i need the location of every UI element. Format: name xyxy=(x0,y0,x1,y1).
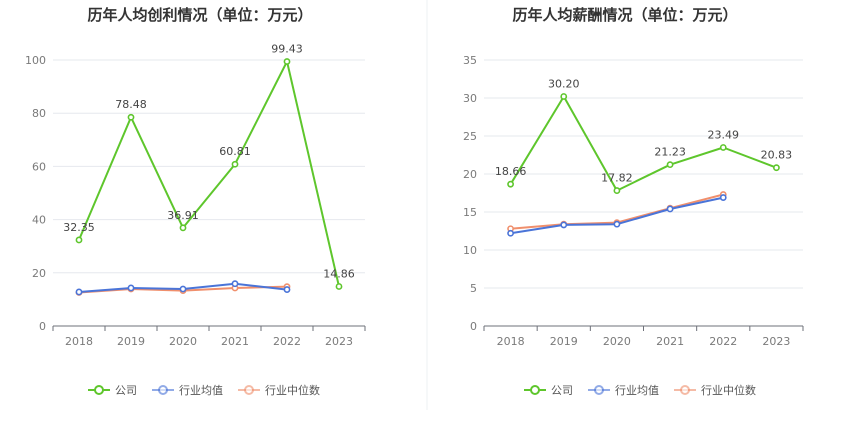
data-point-company xyxy=(560,93,568,100)
x-tick-label: 2021 xyxy=(656,335,684,348)
data-point-industry-avg xyxy=(75,288,83,296)
data-point-industry-avg xyxy=(179,285,187,293)
series-line-company xyxy=(509,95,777,192)
y-tick-label: 60 xyxy=(32,160,46,173)
x-tick-label: 2023 xyxy=(762,335,790,348)
y-tick-label: 15 xyxy=(463,206,477,219)
data-point-industry-avg xyxy=(719,194,727,201)
legend-label: 行业中位数 xyxy=(265,383,320,397)
legend-swatch-marker xyxy=(244,385,254,395)
x-tick-label: 2023 xyxy=(325,335,353,348)
x-tick-label: 2020 xyxy=(169,335,197,348)
x-tick-label: 2021 xyxy=(221,335,249,348)
y-tick-label: 10 xyxy=(463,244,477,257)
data-point-industry-avg xyxy=(283,286,291,293)
data-label: 32.35 xyxy=(63,221,95,234)
data-label: 36.91 xyxy=(167,209,199,222)
x-tick-label: 2019 xyxy=(550,335,578,348)
data-point-industry-avg xyxy=(127,284,135,292)
data-point-company xyxy=(613,187,621,194)
y-tick-label: 35 xyxy=(463,54,477,67)
x-tick-label: 2019 xyxy=(117,335,145,348)
x-tick-label: 2020 xyxy=(603,335,631,348)
legend-item-company: 公司 xyxy=(88,384,137,397)
data-label: 23.49 xyxy=(708,128,740,141)
x-tick-label: 2022 xyxy=(709,335,737,348)
series-line-company xyxy=(78,60,340,287)
y-tick-label: 0 xyxy=(470,320,477,333)
legend-swatch-marker xyxy=(158,385,168,395)
data-point-company xyxy=(719,144,727,151)
data-label: 18.66 xyxy=(495,165,527,178)
data-point-company xyxy=(127,113,135,121)
data-label: 99.43 xyxy=(271,43,303,56)
legend-label: 公司 xyxy=(115,384,137,397)
chart-title: 历年人均创利情况（单位：万元） xyxy=(87,6,312,24)
data-label: 17.82 xyxy=(601,172,633,185)
legend-item-industry-avg: 行业均值 xyxy=(152,384,223,397)
y-tick-label: 100 xyxy=(25,54,46,67)
y-tick-label: 5 xyxy=(470,282,477,295)
data-label: 30.20 xyxy=(548,77,580,90)
data-label: 20.83 xyxy=(761,149,793,162)
data-label: 14.86 xyxy=(323,267,355,280)
chart-title: 历年人均薪酬情况（单位：万元） xyxy=(512,6,737,24)
legend-label: 行业中位数 xyxy=(701,383,756,397)
legend-label: 行业均值 xyxy=(179,384,223,397)
legend-item-industry-median: 行业中位数 xyxy=(238,383,320,397)
y-tick-label: 40 xyxy=(32,214,46,227)
x-tick-label: 2022 xyxy=(273,335,301,348)
chart-1: 历年人均创利情况（单位：万元） 0 20 40 60 80 100 2018 2019 2020 2… xyxy=(25,6,366,397)
x-tick-label: 2018 xyxy=(65,335,93,348)
data-point-industry-avg xyxy=(507,229,514,237)
legend-swatch-marker xyxy=(680,385,690,395)
data-point-industry-avg xyxy=(560,221,568,229)
data-point-industry-avg xyxy=(666,205,674,213)
legend-swatch-marker xyxy=(594,385,604,395)
legend-item-industry-median: 行业中位数 xyxy=(674,383,756,397)
data-point-company xyxy=(773,164,780,172)
data-point-company xyxy=(283,58,291,65)
data-point-company xyxy=(75,236,83,244)
legend-swatch-marker xyxy=(94,385,104,395)
data-point-industry-avg xyxy=(231,280,239,288)
y-tick-label: 30 xyxy=(463,92,477,105)
data-point-company xyxy=(335,283,343,290)
legend-item-company: 公司 xyxy=(524,384,573,397)
data-point-industry-avg xyxy=(613,220,621,228)
data-point-company xyxy=(231,160,239,168)
data-point-company xyxy=(666,161,674,169)
data-point-company xyxy=(507,180,514,188)
y-tick-label: 25 xyxy=(463,130,477,143)
chart-2: 历年人均薪酬情况（单位：万元） 0 5 10 15 20 25 30 35 2018 2019 202… xyxy=(463,6,804,397)
data-label: 60.81 xyxy=(219,145,251,158)
y-tick-label: 80 xyxy=(32,107,46,120)
legend-label: 公司 xyxy=(551,384,573,397)
x-tick-label: 2018 xyxy=(497,335,525,348)
y-tick-label: 0 xyxy=(39,320,46,333)
data-label: 78.48 xyxy=(115,98,147,111)
legend-label: 行业均值 xyxy=(615,384,659,397)
data-point-company xyxy=(179,224,187,232)
y-tick-label: 20 xyxy=(463,168,477,181)
data-label: 21.23 xyxy=(654,146,686,159)
legend-item-industry-avg: 行业均值 xyxy=(588,384,659,397)
legend-swatch-marker xyxy=(530,385,540,395)
y-tick-label: 20 xyxy=(32,267,46,280)
